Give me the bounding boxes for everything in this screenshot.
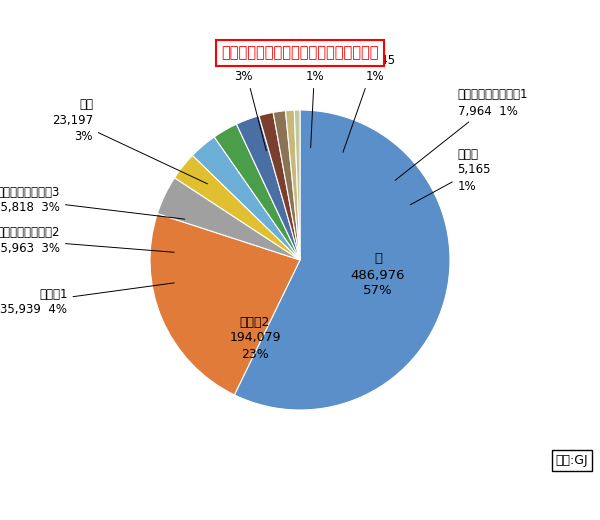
Wedge shape <box>294 110 300 260</box>
Text: ポートアイランド2
25,963  3%: ポートアイランド2 25,963 3% <box>0 226 174 255</box>
Text: 六甲台1
35,939  4%: 六甲台1 35,939 4% <box>1 283 174 317</box>
Text: 深江
23,197
3%: 深江 23,197 3% <box>52 98 208 184</box>
Text: 楠
486,976
57%: 楠 486,976 57% <box>351 253 405 297</box>
Wedge shape <box>157 178 300 260</box>
Text: その他
5,165
1%: その他 5,165 1% <box>410 148 491 205</box>
Wedge shape <box>286 110 300 260</box>
Wedge shape <box>214 124 300 260</box>
Text: 鶴甲2
13,176
1%: 鶴甲2 13,176 1% <box>295 38 335 148</box>
Wedge shape <box>273 111 300 260</box>
Text: 明石、大久保、住吉1
7,964  1%: 明石、大久保、住吉1 7,964 1% <box>395 88 528 180</box>
Text: 単位:GJ: 単位:GJ <box>556 454 588 467</box>
Text: 鶴甲1
21,717
3%: 鶴甲1 21,717 3% <box>223 38 266 151</box>
Text: 六甲台2
194,079
23%: 六甲台2 194,079 23% <box>229 316 281 360</box>
Wedge shape <box>236 116 300 260</box>
Text: キャンパス、団地のエネルギー使用割合: キャンパス、団地のエネルギー使用割合 <box>221 45 379 60</box>
Wedge shape <box>175 155 300 260</box>
Wedge shape <box>235 110 450 410</box>
Wedge shape <box>193 137 300 260</box>
Text: ポートアイランド3
25,818  3%: ポートアイランド3 25,818 3% <box>0 186 185 219</box>
Wedge shape <box>150 214 300 395</box>
Text: 名谷
11,245
1%: 名谷 11,245 1% <box>343 38 395 152</box>
Wedge shape <box>259 112 300 260</box>
